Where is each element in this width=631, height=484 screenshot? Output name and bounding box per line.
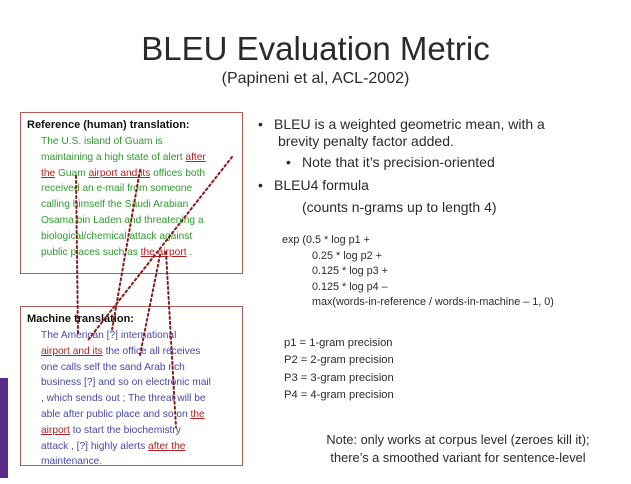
note-line: Note: only works at corpus level (zeroes… (326, 432, 590, 447)
reference-text: The U.S. island of Guam is maintaining a … (41, 134, 241, 260)
matched-ngram: airport (41, 424, 70, 436)
text-line: calling himself the Saudi Arabian (41, 197, 241, 213)
bullet-text: BLEU4 formula (274, 177, 369, 193)
text-line: The U.S. island of Guam is (41, 134, 241, 150)
text-line: business [?] and so on electronic mail (41, 375, 241, 391)
matched-ngram: airport and its (41, 345, 103, 357)
bullet-bleu4-formula: • BLEU4 formula (258, 177, 369, 193)
machine-heading: Machine translation: (27, 313, 134, 325)
text-segment: business [?] and so on electronic mail (41, 377, 211, 389)
text-line: airport to start the biochemistry (41, 423, 241, 439)
text-line: public places such as the airport . (41, 245, 241, 261)
definition-line: P2 = 2-gram precision (284, 354, 394, 367)
precision-definitions: p1 = 1-gram precision P2 = 2-gram precis… (284, 335, 394, 404)
formula-line: 0.125 * log p4 – (312, 280, 388, 293)
text-line: The American [?] international (41, 328, 241, 344)
text-segment: , which sends out ; The threat will be (41, 393, 206, 405)
matched-ngram: the (41, 167, 56, 179)
bullet-dot: • (258, 177, 263, 193)
matched-ngram: the (190, 408, 205, 420)
text-line: one calls self the sand Arab rich (41, 360, 241, 376)
text-line: maintaining a high state of alert after (41, 150, 241, 166)
matched-ngram: after (185, 151, 206, 163)
reference-heading: Reference (human) translation: (27, 119, 190, 131)
text-segment: offices both (150, 167, 206, 179)
text-segment: maintaining a high state of alert (41, 151, 186, 163)
formula-line: max(words-in-reference / words-in-machin… (312, 296, 554, 309)
matched-ngram: the airport (140, 246, 187, 258)
text-line: attack , [?] highly alerts after the (41, 439, 241, 455)
sub-bullet-precision: • Note that it’s precision-oriented (286, 154, 495, 170)
definition-line: P4 = 4-gram precision (284, 388, 394, 401)
definition-line: p1 = 1-gram precision (284, 337, 393, 349)
text-line: received an e-mail from someone (41, 181, 241, 197)
text-line: airport and its the office all receives (41, 344, 241, 360)
machine-translation-box: Machine translation: The American [?] in… (20, 306, 243, 467)
text-segment: attack , [?] highly alerts (41, 440, 149, 452)
bullet-text: BLEU is a weighted geometric mean, with … (274, 116, 545, 132)
machine-text: The American [?] international airport an… (41, 328, 241, 470)
accent-bar (0, 378, 8, 478)
text-line: , which sends out ; The threat will be (41, 391, 241, 407)
text-line: the Guam airport and its offices both (41, 166, 241, 182)
bullet-dot: • (258, 116, 263, 132)
text-segment: . (186, 246, 193, 258)
text-segment: biological/chemical attack against (41, 230, 193, 242)
text-line: biological/chemical attack against (41, 229, 241, 245)
text-segment: received an e-mail from someone (41, 183, 193, 195)
matched-ngram: after the (148, 440, 186, 452)
text-segment: The American [?] international (41, 330, 177, 341)
definition-line: P3 = 3-gram precision (284, 371, 394, 384)
text-segment: Guam (55, 167, 89, 179)
text-segment: the office all receives (102, 345, 201, 357)
text-segment: maintenance. (41, 456, 103, 468)
bullet-dot: • (286, 154, 291, 170)
bullet-text: Note that it’s precision-oriented (302, 154, 495, 170)
text-line: able after public place and so on the (41, 407, 241, 423)
text-segment: calling himself the Saudi Arabian (41, 199, 189, 211)
text-segment: to start the biochemistry (69, 424, 181, 436)
corpus-level-note: Note: only works at corpus level (zeroes… (293, 431, 623, 467)
bullet-continuation: brevity penalty factor added. (278, 133, 454, 149)
text-segment: public places such as (41, 246, 141, 258)
slide-subtitle: (Papineni et al, ACL-2002) (221, 70, 410, 87)
reference-translation-box: Reference (human) translation: The U.S. … (20, 112, 243, 274)
formula-line: 0.25 * log p2 + (312, 249, 382, 262)
note-line: there’s a smoothed variant for sentence-… (330, 450, 586, 465)
formula-line: exp (0.5 * log p1 + (282, 234, 370, 246)
text-line: maintenance. (41, 454, 241, 470)
text-line: Osama bin Laden and threatening a (41, 213, 241, 229)
text-segment: Osama bin Laden and threatening a (41, 214, 204, 226)
bullet-bleu-definition: • BLEU is a weighted geometric mean, with… (258, 116, 545, 133)
slide-title: BLEU Evaluation Metric (141, 30, 490, 67)
matched-ngram: airport and its (88, 167, 151, 179)
formula-line: 0.125 * log p3 + (312, 265, 388, 278)
text-segment: The U.S. island of Guam is (41, 136, 163, 147)
formula-note: (counts n-grams up to length 4) (302, 199, 497, 215)
bleu4-formula: exp (0.5 * log p1 + 0.25 * log p2 + 0.12… (282, 233, 554, 311)
text-segment: able after public place and so on (41, 408, 191, 420)
text-segment: one calls self the sand Arab rich (41, 361, 185, 373)
